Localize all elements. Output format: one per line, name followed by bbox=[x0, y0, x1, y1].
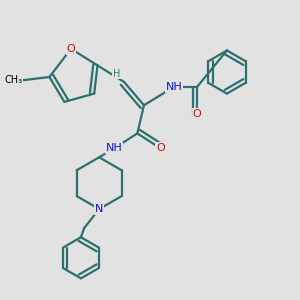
Text: O: O bbox=[193, 109, 201, 118]
Text: NH: NH bbox=[106, 143, 122, 153]
Text: N: N bbox=[95, 204, 103, 214]
Text: O: O bbox=[156, 143, 165, 153]
Text: NH: NH bbox=[166, 82, 182, 92]
Text: O: O bbox=[67, 44, 75, 54]
Text: H: H bbox=[113, 69, 120, 79]
Text: CH₃: CH₃ bbox=[4, 75, 22, 85]
